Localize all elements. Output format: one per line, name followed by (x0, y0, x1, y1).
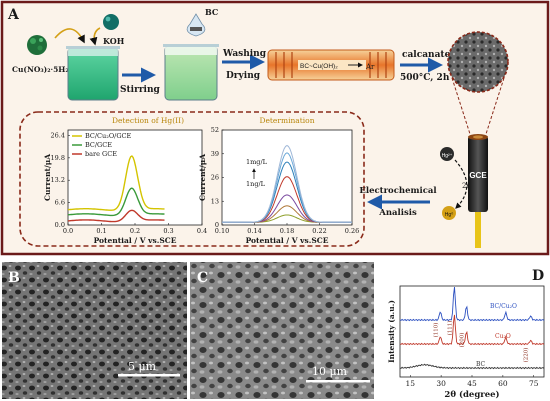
ec-label-2: Analisis (378, 208, 417, 218)
chart1-y-tick-label: 6.6 (55, 199, 65, 207)
chart3-peak-label: (220) (523, 348, 530, 363)
chart1-legend-label: bare GCE (85, 150, 117, 158)
scale-bar-b: 5 μm (128, 360, 157, 373)
chart2-x-tick-label: 0.14 (247, 227, 261, 235)
reagent-koh-label: KOH (103, 36, 125, 46)
scale-bar-c: 10 μm (312, 365, 348, 378)
chart1-series-line (67, 187, 165, 217)
chart2-y-label: Current/μA (198, 154, 207, 201)
chart1-x-tick-label: 0.2 (130, 227, 140, 235)
chart1-x-tick-label: 0.1 (96, 227, 106, 235)
chart-detection: Detection of Hg(II) 0.0 0.1 0.2 0.3 0.4 0.0 6.… (43, 116, 207, 245)
tube-furnace-icon (267, 49, 395, 81)
chart2-title: Determination (259, 116, 314, 125)
chart1-legend-label: BC/Cu₂O/GCE (85, 132, 132, 140)
chart2-y-tick-label: 13 (211, 197, 219, 205)
morphology-circle-inset (447, 31, 509, 93)
chart-xrd: 15 30 45 60 75 2θ (degree) Intensity (a.u.) BC/… (387, 285, 545, 400)
svg-text:Hg²⁺: Hg²⁺ (442, 153, 453, 159)
step-calcanate: calcanate (402, 50, 451, 60)
chart3-series-line (399, 314, 545, 346)
chart2-x-label: Potential / V vs.SCE (246, 236, 329, 245)
chart1-x-tick-label: 0.3 (163, 227, 173, 235)
step-drying: Drying (226, 71, 261, 81)
chart3-x-tick-label: 45 (467, 379, 477, 388)
chart2-x-tick-label: 0.10 (215, 227, 229, 235)
hg0-ion-icon (442, 206, 456, 220)
step-washing: Washing (222, 49, 267, 59)
beaker-1-icon (66, 46, 120, 101)
copper-nitrate-crystal-icon (27, 35, 47, 55)
ec-label-1: Electrochemical (359, 186, 437, 196)
gce-electrode-icon (468, 134, 488, 248)
chart2-plot-area (221, 129, 353, 226)
reduction-arrow (454, 159, 468, 209)
chart3-y-label: Intensity (a.u.) (387, 300, 396, 363)
pour-arrow-2 (89, 27, 101, 46)
chart2-x-tick-label: 0.18 (280, 227, 294, 235)
chart3-x-tick-label: 75 (529, 379, 539, 388)
koh-pellet-icon (103, 14, 119, 30)
chart3-series-label: Cu₂O (495, 333, 511, 340)
chart3-series-line (399, 363, 545, 370)
chart2-y-tick-label: 26 (211, 174, 219, 182)
chart1-x-tick-label: 0.4 (197, 227, 207, 235)
chart3-peak-label: (110) (432, 323, 439, 338)
chart2-x-tick-label: 0.26 (345, 227, 359, 235)
bc-drop-flask-icon (186, 13, 206, 37)
step-stirring: Stirring (120, 85, 161, 95)
panel-d-label: D (532, 268, 544, 284)
chart1-y-tick-label: 26.4 (51, 131, 65, 139)
reagent-bc-label: BC (205, 7, 218, 17)
electrode-label: GCE (469, 171, 487, 180)
chart2-y-tick-label: 39 (211, 150, 219, 158)
furnace-gas-label: Ar (365, 63, 375, 71)
chart2-annotation-high: 1mg/L (246, 158, 268, 166)
chart3-x-label: 2θ (degree) (444, 389, 499, 400)
chart1-series-line (67, 209, 165, 223)
chart3-peak-label: (200) (458, 333, 465, 348)
chart1-x-tick-label: 0.0 (63, 227, 73, 235)
pour-arrow-1 (54, 28, 85, 44)
svg-text:Hg⁰: Hg⁰ (445, 212, 453, 218)
chart1-y-tick-label: 13.2 (51, 176, 65, 184)
chart3-x-tick-label: 30 (436, 379, 446, 388)
panel-c-sem (190, 262, 374, 399)
panel-b-label: B (8, 270, 20, 286)
chart3-plot-area (399, 285, 545, 378)
beaker-2-icon (163, 44, 219, 101)
panel-a-label: A (7, 7, 20, 23)
chart3-series-line (399, 286, 545, 322)
voltammetry-box (19, 111, 365, 247)
chart-determination: Determination 0.10 0.14 0.18 0.22 0.26 0 13 26 3… (198, 116, 359, 245)
chart3-series-label: BC/Cu₂O (490, 303, 517, 310)
chart3-x-tick-label: 60 (498, 379, 508, 388)
chart2-y-tick-label: 52 (211, 126, 219, 134)
chart3-peak-label: (111) (446, 321, 453, 336)
chart1-legend-label: BC/GCE (85, 141, 112, 149)
chart1-y-tick-label: 19.8 (51, 154, 65, 162)
chart1-series-line (67, 155, 165, 211)
chart2-x-tick-label: 0.22 (312, 227, 326, 235)
panel-c-label: C (197, 270, 208, 286)
reagent-cu-label: Cu(NO₃)₂·5H₂O (12, 65, 76, 74)
chart1-x-label: Potential / V vs.SCE (94, 236, 177, 245)
chart2-annotation-low: 1ng/L (246, 180, 266, 188)
calc-conditions: 500°C, 2h (400, 73, 450, 83)
hg2-ion-icon (440, 147, 454, 161)
panel-b-sem (2, 262, 187, 399)
chart1-y-label: Current/μA (43, 154, 52, 201)
chart1-title: Detection of Hg(II) (112, 116, 184, 125)
chart3-series-label: BC (476, 361, 486, 368)
chart1-y-tick-label: 0.0 (55, 221, 65, 229)
chart2-series-line (222, 144, 352, 223)
furnace-sample-label: BC~Cu(OH)₂ (300, 63, 338, 70)
chart3-x-tick-label: 15 (406, 379, 416, 388)
chart2-y-tick-label: 0 (215, 221, 219, 229)
